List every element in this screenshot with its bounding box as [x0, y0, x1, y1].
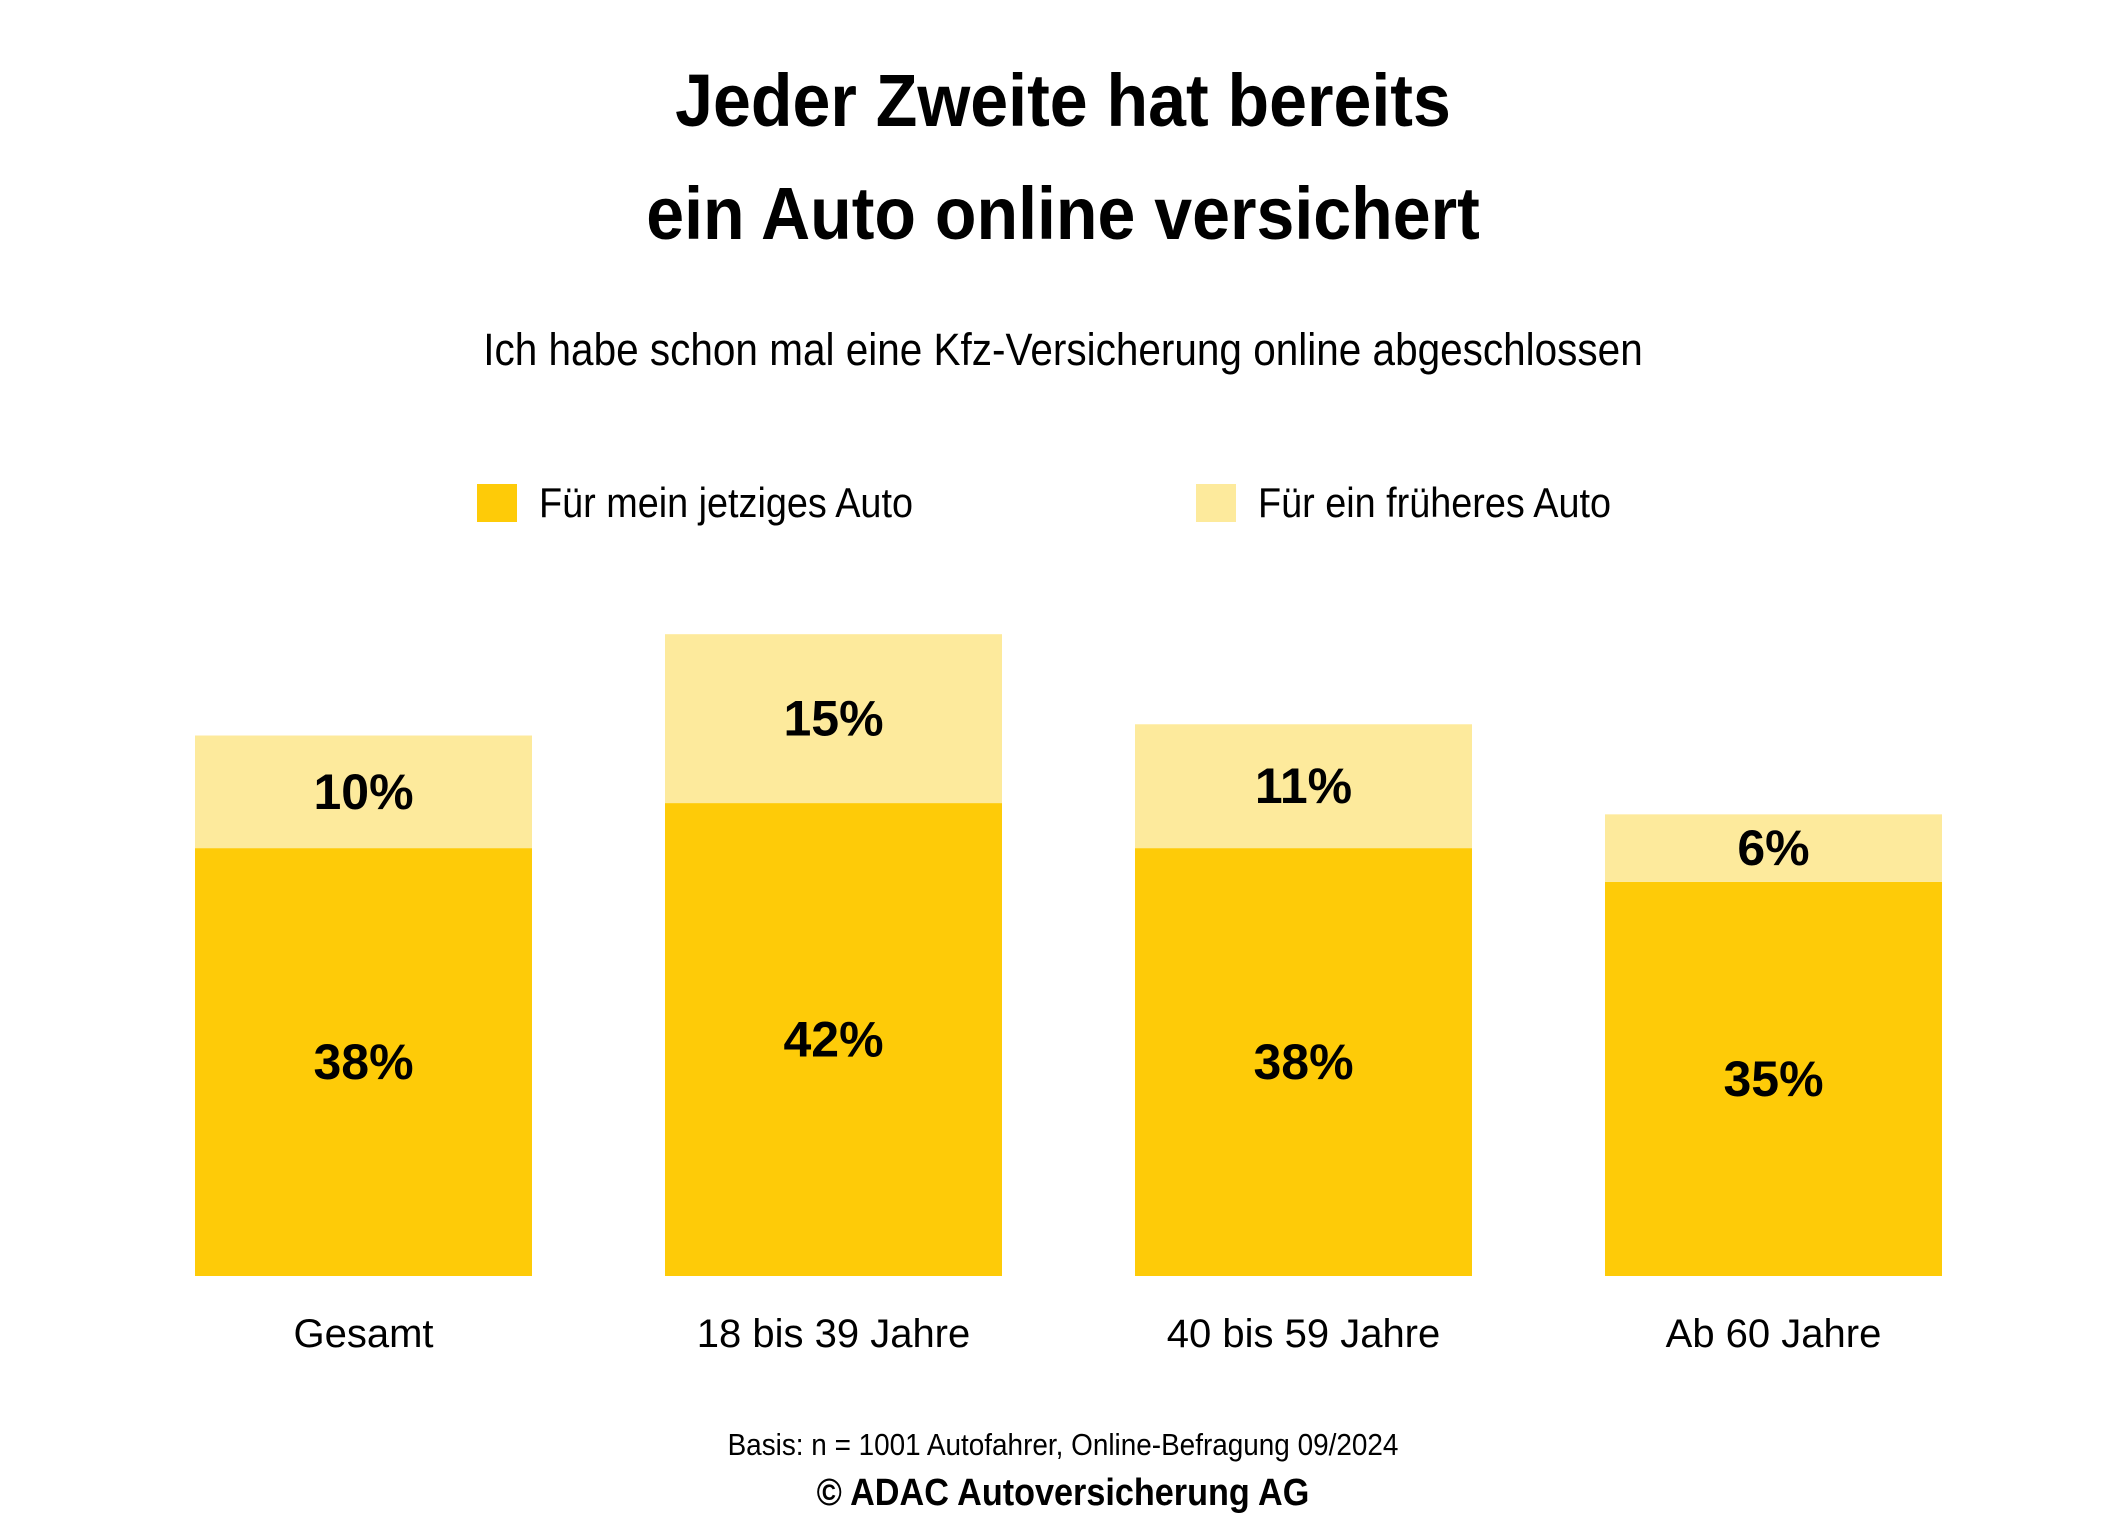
- category-label-gesamt: Gesamt: [293, 1312, 433, 1356]
- bar-18-bis-39-jahre-former-car: [665, 634, 1002, 804]
- data-label-40-bis-59-jahre-current-car: 38%: [1253, 1034, 1353, 1090]
- bar-ab-60-jahre-former-car: [1605, 814, 1942, 882]
- category-label-40-bis-59-jahre: 40 bis 59 Jahre: [1167, 1312, 1441, 1356]
- data-label-gesamt-former-car: 10%: [313, 764, 413, 820]
- data-label-40-bis-59-jahre-former-car: 11%: [1255, 758, 1352, 814]
- chart-title-line-1: Jeder Zweite hat bereits: [675, 59, 1451, 142]
- bar-40-bis-59-jahre-former-car: [1135, 724, 1472, 849]
- data-label-18-bis-39-jahre-current-car: 42%: [783, 1012, 883, 1068]
- legend-label-former-car: Für ein früheres Auto: [1258, 479, 1611, 526]
- bar-gesamt-current-car: [195, 848, 532, 1276]
- chart-subtitle: Ich habe schon mal eine Kfz-Versicherung…: [483, 324, 1643, 375]
- category-label-18-bis-39-jahre: 18 bis 39 Jahre: [697, 1312, 971, 1356]
- legend-swatch-former-car: [1196, 484, 1236, 522]
- data-label-gesamt-current-car: 38%: [313, 1034, 413, 1090]
- legend-label-current-car: Für mein jetziges Auto: [539, 479, 913, 526]
- bar-40-bis-59-jahre-current-car: [1135, 848, 1472, 1276]
- bar-gesamt-former-car: [195, 735, 532, 849]
- legend-swatch-current-car: [477, 484, 517, 522]
- bar-18-bis-39-jahre-current-car: [665, 803, 1002, 1276]
- chart-title-line-2: ein Auto online versichert: [646, 172, 1480, 255]
- bar-ab-60-jahre-current-car: [1605, 881, 1942, 1276]
- legend-item-current-car: Für mein jetziges Auto: [477, 479, 955, 526]
- category-label-ab-60-jahre: Ab 60 Jahre: [1666, 1312, 1882, 1356]
- footer-copyright: © ADAC Autoversicherung AG: [816, 1472, 1310, 1514]
- data-label-ab-60-jahre-former-car: 6%: [1737, 820, 1809, 876]
- data-label-ab-60-jahre-current-car: 35%: [1723, 1051, 1823, 1107]
- legend-item-former-car: Für ein früheres Auto: [1196, 479, 1650, 526]
- footer-basis-note: Basis: n = 1001 Autofahrer, Online-Befra…: [727, 1427, 1399, 1462]
- data-label-18-bis-39-jahre-former-car: 15%: [783, 691, 883, 747]
